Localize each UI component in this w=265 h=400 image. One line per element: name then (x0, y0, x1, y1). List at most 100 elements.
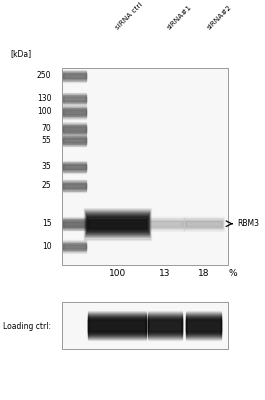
Bar (63, 242, 86, 250)
Bar (84, 209, 150, 238)
Bar (148, 316, 182, 335)
Bar (148, 319, 182, 332)
Bar (63, 74, 86, 78)
Bar (85, 210, 150, 238)
Bar (63, 73, 86, 79)
Bar (63, 240, 86, 252)
Bar (63, 93, 86, 104)
Bar (88, 318, 146, 333)
Text: siRNA#1: siRNA#1 (166, 4, 193, 31)
Bar (183, 216, 224, 231)
Text: siRNA#2: siRNA#2 (207, 4, 233, 31)
Bar (84, 208, 151, 240)
Text: 18: 18 (198, 268, 209, 278)
Text: 100: 100 (109, 268, 126, 278)
Bar (186, 220, 222, 227)
Bar (85, 211, 149, 236)
Bar (63, 241, 86, 252)
Bar (88, 314, 146, 337)
Text: %: % (228, 268, 237, 278)
Bar (63, 107, 86, 117)
Bar (63, 95, 86, 103)
Bar (63, 125, 86, 132)
Bar (148, 220, 182, 227)
Bar (63, 244, 86, 249)
Bar (63, 123, 86, 135)
Bar (63, 183, 86, 188)
Bar (148, 314, 182, 337)
Bar (88, 319, 146, 332)
Bar (63, 126, 86, 132)
Bar (63, 124, 86, 134)
Bar (63, 137, 86, 144)
Text: 25: 25 (42, 181, 51, 190)
Bar (63, 92, 86, 105)
Bar (63, 138, 86, 142)
Bar (63, 95, 86, 102)
Bar (184, 218, 223, 230)
Bar (148, 312, 182, 338)
Bar (63, 218, 86, 229)
Bar (88, 314, 146, 336)
Bar (63, 180, 86, 191)
Bar (88, 312, 146, 338)
Bar (63, 127, 86, 131)
Bar (87, 215, 148, 232)
Bar (63, 136, 86, 145)
Bar (63, 182, 86, 189)
Bar (63, 182, 86, 190)
Text: Loading ctrl:: Loading ctrl: (3, 322, 51, 330)
Text: RBM3: RBM3 (237, 219, 259, 228)
Bar (88, 310, 146, 340)
Bar (88, 312, 146, 339)
Bar (63, 108, 86, 116)
Bar (63, 184, 86, 188)
Text: 70: 70 (42, 124, 51, 134)
Bar (148, 320, 182, 331)
Text: 250: 250 (37, 72, 51, 80)
Bar (63, 124, 86, 133)
Text: 35: 35 (42, 162, 51, 171)
Bar (63, 135, 86, 146)
Bar (186, 312, 221, 339)
Bar (186, 320, 221, 331)
Bar (63, 242, 86, 251)
Bar (186, 314, 221, 336)
Bar (63, 136, 86, 144)
Bar (185, 219, 223, 228)
Bar (63, 72, 86, 80)
Bar (63, 180, 86, 192)
Bar (63, 94, 86, 103)
Bar (148, 314, 182, 336)
Bar (86, 213, 149, 234)
Text: [kDa]: [kDa] (11, 49, 32, 58)
Bar (88, 320, 146, 331)
Bar (148, 317, 182, 334)
Bar (87, 216, 147, 231)
Bar (62, 302, 228, 349)
Bar (63, 105, 86, 118)
Text: 10: 10 (42, 242, 51, 251)
Bar (186, 312, 221, 338)
Bar (63, 70, 86, 81)
Bar (184, 218, 223, 229)
Bar (186, 317, 221, 334)
Bar (146, 217, 184, 230)
Bar (186, 316, 221, 335)
Bar (88, 316, 146, 335)
Bar (63, 71, 86, 80)
Bar (63, 181, 86, 190)
Bar (63, 122, 86, 136)
Bar (148, 310, 182, 340)
Bar (186, 314, 221, 337)
Bar (63, 73, 86, 78)
Text: 55: 55 (42, 136, 51, 145)
Bar (86, 212, 149, 235)
Bar (63, 244, 86, 248)
Bar (63, 165, 86, 169)
Bar (63, 217, 86, 230)
Bar (63, 164, 86, 170)
Bar (63, 219, 86, 228)
Bar (148, 221, 182, 226)
Bar (86, 214, 148, 233)
